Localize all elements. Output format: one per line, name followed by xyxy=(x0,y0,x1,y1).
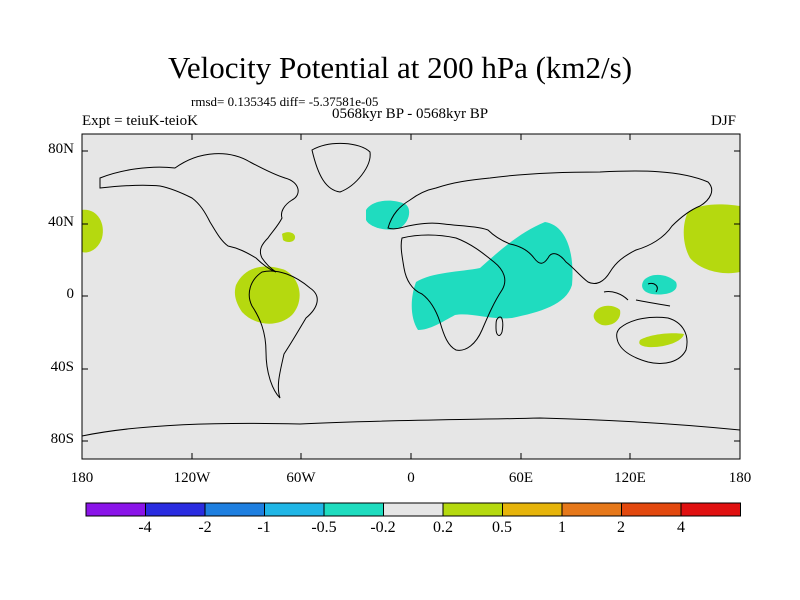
north-america-coast xyxy=(99,153,299,273)
colorbar-label: -4 xyxy=(138,519,152,536)
anomaly-caribbean xyxy=(282,232,296,243)
lon-label-180e: 180 xyxy=(728,470,752,486)
colorbar-box xyxy=(621,502,682,517)
anomaly-north-pacific xyxy=(683,204,740,274)
colorbar-box xyxy=(204,502,265,517)
madagascar-coast xyxy=(495,316,504,336)
colorbar-box xyxy=(145,502,206,517)
anomaly-south-america xyxy=(234,266,300,324)
colorbar-box xyxy=(264,502,325,517)
period-label: 0568kyr BP - 0568kyr BP xyxy=(331,106,489,122)
lat-label-80s: 80S xyxy=(50,431,74,447)
lon-label-60e: 60E xyxy=(508,470,534,486)
lon-label-0: 0 xyxy=(407,470,415,486)
colorbar-box xyxy=(502,502,563,517)
colorbar-box xyxy=(85,502,146,517)
lon-label-60w: 60W xyxy=(286,470,316,486)
rmsd-diff-stats: rmsd= 0.135345 diff= -5.37581e-05 xyxy=(191,94,379,109)
australia-coast xyxy=(616,316,688,364)
africa-coast xyxy=(400,234,506,351)
coastlines xyxy=(81,142,741,437)
map-title: Velocity Potential at 200 hPa (km2/s) xyxy=(167,50,633,85)
lat-label-80n: 80N xyxy=(48,141,74,157)
colorbar-label: -0.2 xyxy=(370,519,396,536)
anomaly-africa-indian xyxy=(411,222,573,330)
colorbar-label: 1 xyxy=(558,519,566,536)
longitude-ticks xyxy=(191,134,631,459)
lon-label-120w: 120W xyxy=(173,470,211,486)
lon-label-120e: 120E xyxy=(614,470,646,486)
anomaly-east-indian xyxy=(593,305,621,326)
lat-label-40n: 40N xyxy=(48,214,74,230)
colorbar-box xyxy=(383,502,444,517)
maritime-continent-coast xyxy=(603,283,671,307)
experiment-label: Expt = teiuK-teioK xyxy=(82,113,198,129)
anomaly-west-pacific xyxy=(82,209,103,253)
season-label: DJF xyxy=(711,113,737,129)
colorbar-label: 0.2 xyxy=(433,519,453,536)
colorbar-box xyxy=(561,502,622,517)
colorbar-label: 0.5 xyxy=(492,519,512,536)
negative-anomaly-regions xyxy=(366,200,677,330)
europe-asia-coast xyxy=(387,170,713,285)
anomaly-maritime-continent xyxy=(642,274,677,295)
colorbar xyxy=(85,502,741,517)
colorbar-box xyxy=(323,502,384,517)
anomaly-north-atlantic xyxy=(366,200,410,230)
lat-label-0: 0 xyxy=(66,286,75,302)
colorbar-box xyxy=(680,502,741,517)
colorbar-label: 2 xyxy=(617,519,625,536)
positive-anomaly-regions xyxy=(82,204,740,348)
greenland-coast xyxy=(311,142,371,193)
colorbar-label: 4 xyxy=(677,519,685,536)
colorbar-label: -1 xyxy=(257,519,271,536)
latitude-ticks xyxy=(82,150,740,442)
antarctica-coast xyxy=(81,417,741,437)
colorbar-box xyxy=(442,502,503,517)
lon-label-180w: 180 xyxy=(70,470,94,486)
south-america-coast xyxy=(248,270,318,399)
anomaly-australia xyxy=(639,333,684,348)
colorbar-label: -0.5 xyxy=(311,519,337,536)
lat-label-40s: 40S xyxy=(50,359,74,375)
colorbar-label: -2 xyxy=(198,519,212,536)
map-background xyxy=(82,134,740,459)
